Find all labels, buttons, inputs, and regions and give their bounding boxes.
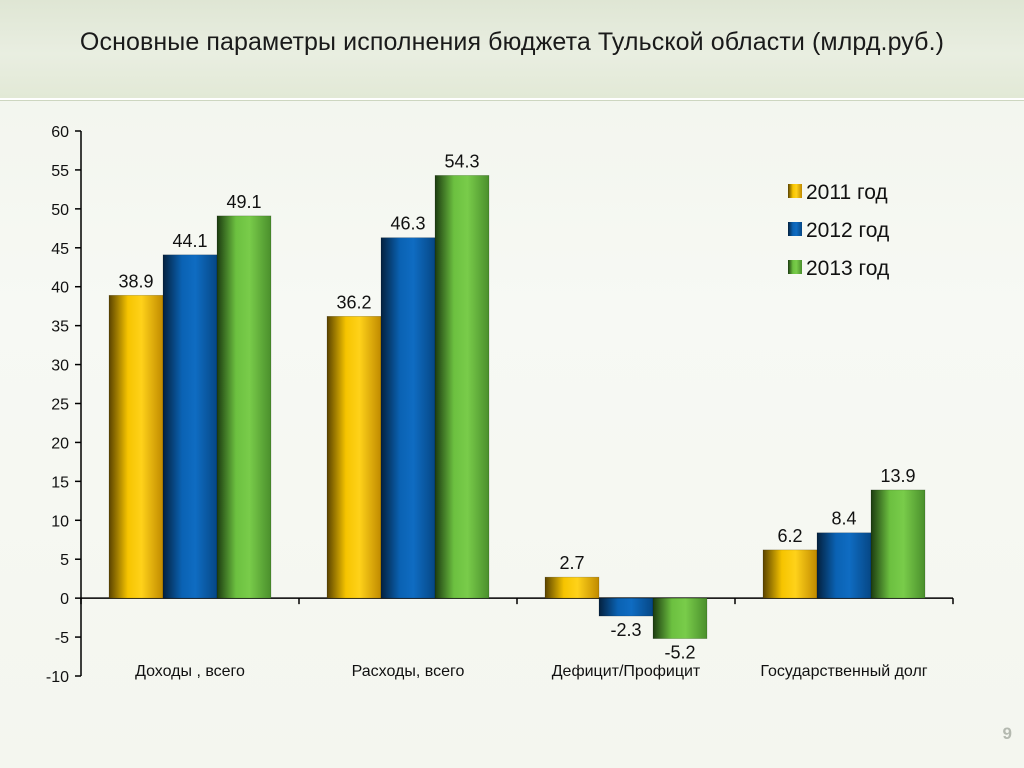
bar-2011-год-0 [108,294,164,599]
data-label: 6.2 [777,526,802,546]
x-category-label: Расходы, всего [352,663,465,680]
y-tick-label: 30 [51,358,69,375]
data-label: 46.3 [390,214,425,234]
data-label: 36.2 [336,292,371,312]
y-tick-label: 55 [51,163,69,180]
bar-2013-год-3 [870,489,926,599]
data-label: 38.9 [118,271,153,291]
data-label: -2.3 [610,620,641,640]
legend-swatch [788,260,802,274]
page-number: 9 [1002,724,1012,743]
y-tick-label: -10 [46,669,69,686]
data-label: 13.9 [880,466,915,486]
slide-title: Основные параметры исполнения бюджета Ту… [79,28,945,56]
y-tick-label: 15 [51,474,69,491]
bar-2011-год-3 [762,549,818,599]
legend-label: 2012 год [806,219,889,242]
legend-swatch [788,184,802,198]
data-labels: 38.9 36.2 2.7 6.2 44.1 46.3 -2.3 8.4 49.1 54.3 -5.… [118,151,915,662]
bars [108,175,926,639]
slide-header: Основные параметры исполнения бюджета Ту… [0,0,1024,100]
x-category-label: Дефицит/Профицит [552,663,701,680]
bar-2012-год-1 [380,237,436,599]
data-label: 2.7 [559,553,584,573]
y-tick-label: 25 [51,397,69,414]
data-label: -5.2 [664,643,695,663]
legend: 2011 год 2012 год 2013 год [788,181,889,280]
bar-2011-год-2 [544,576,600,599]
bar-2012-год-3 [816,532,872,599]
y-tick-label: 10 [51,513,69,530]
y-tick-label: 60 [51,124,69,141]
y-tick-label: 50 [51,202,69,219]
data-label: 54.3 [444,151,479,171]
legend-label: 2013 год [806,257,889,280]
bar-2013-год-2 [652,597,708,639]
axes: -10 -5 0 5 10 15 20 25 30 35 40 45 50 55 60 Доходы , вс… [46,124,954,686]
legend-swatch [788,222,802,236]
y-tick-label: 35 [51,319,69,336]
data-label: 8.4 [831,509,856,529]
bar-2012-год-0 [162,254,218,599]
y-tick-label: 5 [60,552,69,569]
y-tick-label: 45 [51,241,69,258]
legend-label: 2011 год [806,181,888,204]
bar-2013-год-1 [434,175,490,599]
x-category-label: Доходы , всего [135,663,245,680]
bar-2011-год-1 [326,315,382,599]
x-category-label: Государственный долг [760,663,927,680]
y-tick-label: -5 [55,630,69,647]
bar-2013-год-0 [216,215,272,599]
bar-2012-год-2 [598,597,654,617]
y-tick-label: 20 [51,435,69,452]
data-label: 49.1 [226,192,261,212]
data-label: 44.1 [172,231,207,251]
y-tick-label: 0 [60,591,69,608]
y-tick-label: 40 [51,280,69,297]
